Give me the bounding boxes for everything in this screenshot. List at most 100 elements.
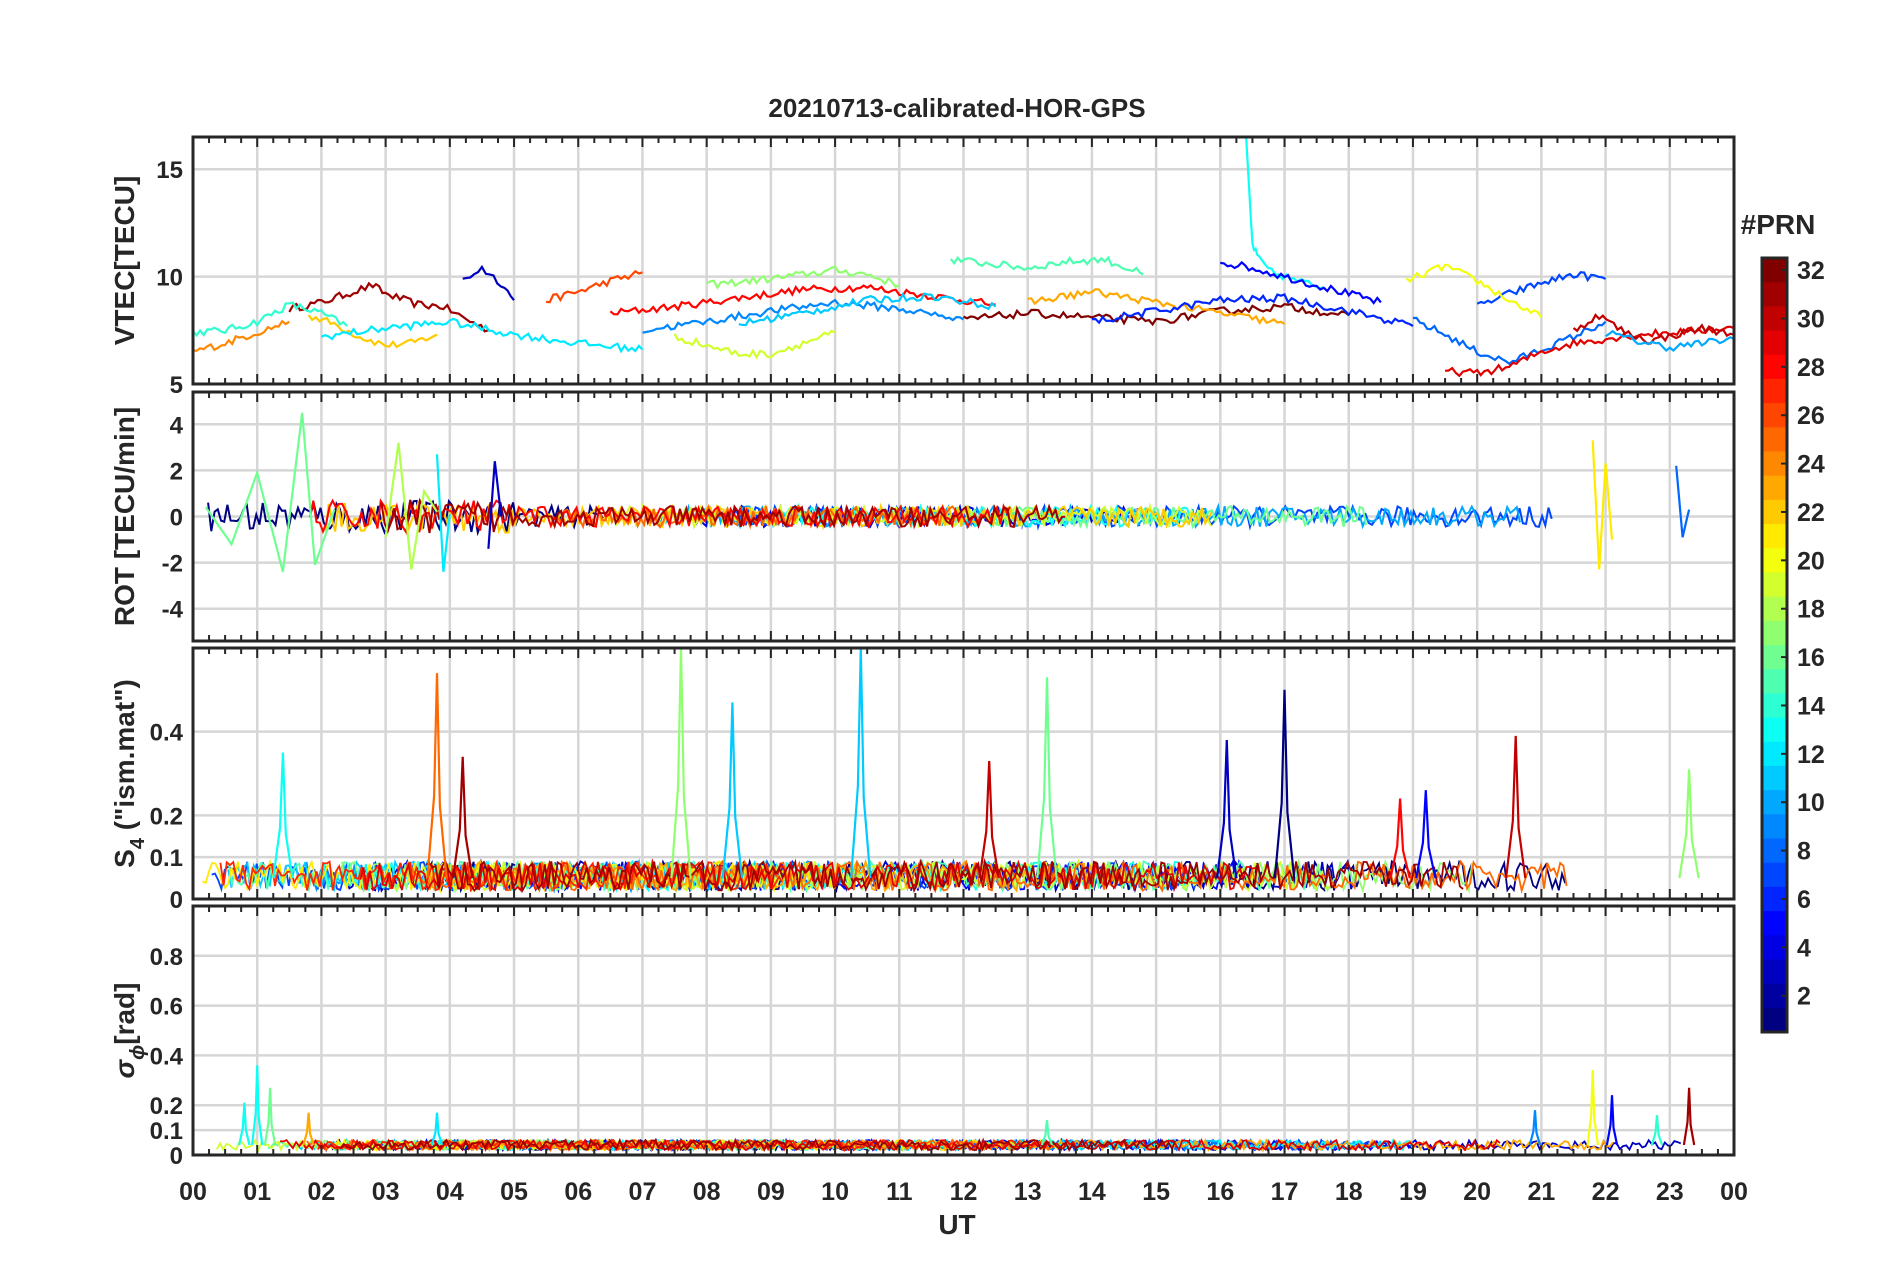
y-axis-ticks: -4 -2 0 2 4 [162, 412, 184, 623]
colorbar-segment-prn-15 [1762, 669, 1787, 694]
y-axis-ticks: 5 10 15 [156, 157, 183, 399]
y-tick-label: 5 [170, 372, 183, 399]
y-tick-label: 0.1 [150, 845, 183, 872]
vtec-series-prn-9 [642, 298, 965, 334]
y-axis-label-sigma_phi: σϕ[rad] [109, 983, 149, 1079]
vtec-series-prn-11 [738, 292, 997, 327]
x-tick-label: 05 [500, 1178, 528, 1206]
y-axis-label-rot: ROT [TECU/min] [109, 407, 140, 626]
x-tick-label: 08 [693, 1178, 721, 1206]
colorbar-segment-prn-17 [1762, 620, 1787, 646]
x-tick-label: 15 [1142, 1178, 1170, 1206]
colorbar-tick-label: 26 [1797, 402, 1825, 430]
y-axis-label-s4: S4 ("ism.mat") [109, 679, 149, 868]
colorbar-tick-label: 22 [1797, 499, 1825, 527]
sigma_phi-peak-prn-16 [263, 1087, 277, 1146]
sigma_phi-series-prn-25 [306, 1137, 1053, 1153]
colorbar-tick-label: 10 [1797, 789, 1825, 817]
sigma_phi-peak-prn-12 [430, 1112, 444, 1146]
vtec-series-prn-19 [673, 329, 836, 360]
sigma_phi-peak-prn-5 [1605, 1095, 1619, 1146]
colorbar-segment-prn-19 [1762, 572, 1787, 598]
rot-series-prn-8 [1675, 465, 1691, 538]
x-tick-label: 16 [1206, 1178, 1234, 1206]
y-tick-label: 0 [170, 1143, 183, 1170]
sigma_phi-peak-prn-31 [1682, 1087, 1696, 1146]
s4-peak-prn-25 [426, 673, 448, 879]
y-axis-label-vtec: VTEC[TECU] [109, 176, 140, 346]
x-tick-label: 22 [1592, 1178, 1620, 1206]
x-tick-label: 18 [1335, 1178, 1363, 1206]
vtec-series-prn-10 [1605, 329, 1734, 352]
colorbar-label: #PRN [1741, 209, 1816, 240]
s4-peak-prn-13 [272, 752, 294, 879]
sigma_phi-peak-prn-20 [1586, 1070, 1599, 1146]
colorbar-segment-prn-31 [1762, 282, 1787, 307]
y-tick-label: 4 [170, 412, 184, 439]
y-tick-label: 0.8 [150, 944, 183, 971]
x-tick-label: 03 [372, 1178, 400, 1206]
x-tick-label: 00 [1720, 1178, 1748, 1206]
vtec-series-prn-12 [320, 317, 644, 354]
colorbar-segment-prn-1 [1762, 1007, 1787, 1033]
y-tick-label: 0.4 [150, 1043, 184, 1070]
x-tick-label: 09 [757, 1178, 785, 1206]
y-tick-label: 0.6 [150, 994, 183, 1021]
vtec-series-prn-6 [1091, 293, 1414, 327]
sigma_phi-peak-prn-13 [238, 1102, 251, 1146]
vtec-series-prn-3 [462, 264, 515, 301]
data-lines [202, 648, 1700, 895]
sigma_phi-peak-prn-23 [302, 1112, 315, 1146]
x-tick-label: 23 [1656, 1178, 1684, 1206]
x-tick-label: 12 [950, 1178, 978, 1206]
colorbar-tick-label: 14 [1797, 692, 1825, 720]
vtec-series-prn-7 [1476, 271, 1607, 305]
vtec-series-prn-32 [963, 302, 1350, 327]
s4-peak-prn-28 [1389, 798, 1411, 879]
s4-peak-prn-1 [1273, 689, 1296, 879]
y-tick-label: 0 [170, 887, 183, 914]
sigma_phi-peak-prn-15 [1040, 1119, 1054, 1146]
colorbar-tick-label: 4 [1797, 934, 1811, 962]
x-tick-label: 19 [1399, 1178, 1427, 1206]
sigma_phi-peak-prn-9 [1528, 1110, 1542, 1146]
y-tick-label: 10 [156, 265, 183, 292]
panel-s4: 0 0.1 0.2 0.4S4 ("ism.mat") [109, 646, 1736, 914]
x-axis-tick-labels: 00 01 02 03 04 05 06 07 08 09 10 11 12 13 14 15 16 17 18 19… [179, 1178, 1748, 1206]
colorbar-segment-prn-3 [1762, 959, 1787, 985]
colorbar-tick-label: 16 [1797, 644, 1825, 672]
sigma_phi-peak-prn-14 [1650, 1115, 1664, 1146]
s4-peak-prn-30 [1505, 735, 1527, 879]
s4-peak-prn-17 [670, 648, 692, 879]
colorbar-segment-prn-25 [1762, 427, 1787, 453]
colorbar-tick-label: 20 [1797, 547, 1825, 575]
x-tick-label: 17 [1271, 1178, 1299, 1206]
x-tick-label: 00 [179, 1178, 207, 1206]
vtec-series-prn-23 [1027, 288, 1286, 325]
colorbar-frame [1760, 256, 1789, 1034]
vtec-series-prn-20 [1405, 263, 1543, 319]
rot-series-prn-18 [384, 442, 438, 570]
y-tick-label: 0.4 [150, 720, 184, 747]
colorbar-tick-label: 8 [1797, 838, 1811, 866]
panel-sigma_phi: 00.10.2 0.4 0.6 0.8σϕ[rad] [109, 904, 1736, 1170]
vtec-series-prn-15 [949, 255, 1144, 276]
axes-frame [191, 904, 1736, 1157]
colorbar-tick-label: 24 [1797, 451, 1825, 479]
rot-series-prn-21 [1591, 440, 1614, 570]
colorbar-tick-label: 30 [1797, 305, 1825, 333]
rot-series-prn-12 [435, 454, 451, 572]
axes-frame [191, 135, 1736, 386]
y-tick-label: 15 [156, 157, 183, 184]
colorbar-tick-label: 32 [1797, 257, 1825, 285]
colorbar-segment-prn-9 [1762, 814, 1787, 840]
x-tick-label: 21 [1527, 1178, 1555, 1206]
s4-peak-prn-31 [451, 756, 474, 879]
y-tick-label: 0.1 [150, 1118, 183, 1145]
colorbar-tick-label: 12 [1797, 741, 1825, 769]
data-lines [216, 1065, 1696, 1153]
rot-series-prn-3 [487, 461, 503, 549]
s4-peak-prn-11 [850, 648, 872, 879]
panel-vtec: 5 10 15 VTEC[TECU] [109, 135, 1736, 399]
